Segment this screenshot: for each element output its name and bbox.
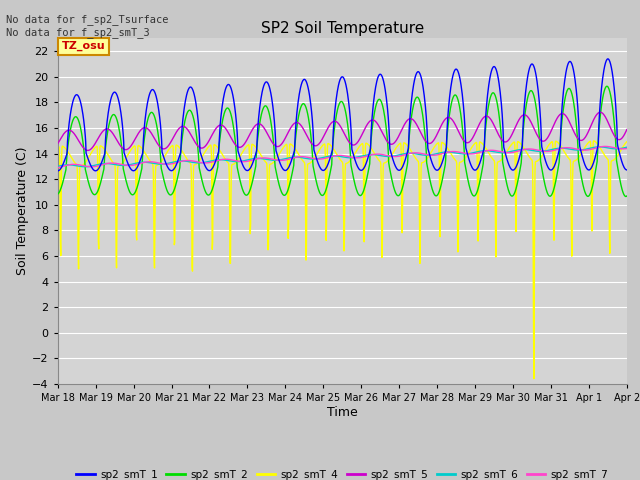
Text: TZ_osu: TZ_osu <box>62 41 106 51</box>
X-axis label: Time: Time <box>327 406 358 419</box>
Text: No data for f_sp2_Tsurface
No data for f_sp2_smT_3: No data for f_sp2_Tsurface No data for f… <box>6 14 169 38</box>
Y-axis label: Soil Temperature (C): Soil Temperature (C) <box>16 147 29 276</box>
Title: SP2 Soil Temperature: SP2 Soil Temperature <box>260 21 424 36</box>
Legend: sp2_smT_1, sp2_smT_2, sp2_smT_4, sp2_smT_5, sp2_smT_6, sp2_smT_7: sp2_smT_1, sp2_smT_2, sp2_smT_4, sp2_smT… <box>72 465 612 480</box>
